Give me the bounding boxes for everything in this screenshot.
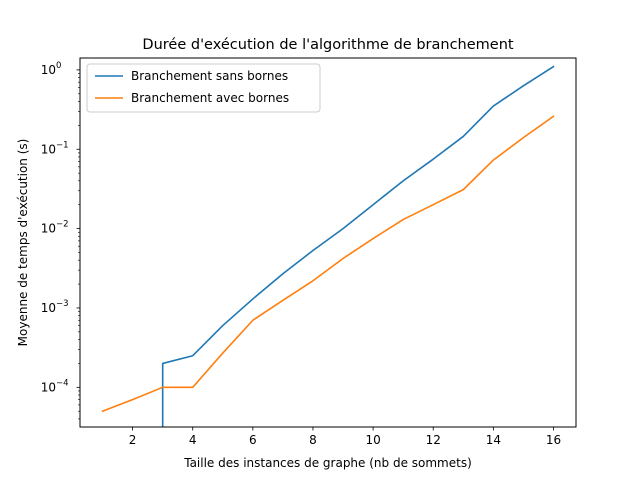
x-tick-label: 12 — [426, 433, 441, 447]
y-tick-exponent: −2 — [56, 220, 69, 230]
x-tick-label: 10 — [365, 433, 380, 447]
x-tick-label: 2 — [129, 433, 137, 447]
y-tick-label: 10 — [41, 222, 56, 236]
y-tick-label: 10 — [41, 380, 56, 394]
plot-frame — [79, 57, 577, 428]
x-tick-label: 6 — [249, 433, 257, 447]
y-tick-label: 10 — [41, 142, 56, 156]
y-tick-exponent: −3 — [56, 299, 69, 309]
legend-box — [86, 63, 321, 113]
chart-title: Durée d'exécution de l'algorithme de bra… — [142, 37, 513, 53]
x-tick-label: 16 — [546, 433, 561, 447]
y-tick-label: 10 — [41, 301, 56, 315]
x-tick-label: 4 — [189, 433, 197, 447]
y-tick-label: 10 — [41, 63, 56, 77]
y-axis-label: Moyenne de temps d'exécution (s) — [16, 139, 30, 347]
y-tick-exponent: 0 — [56, 61, 61, 71]
legend-label-sans-bornes: Branchement sans bornes — [131, 69, 288, 83]
series-line-0 — [161, 65, 555, 427]
series-line-1 — [101, 115, 555, 413]
x-tick-label: 14 — [486, 433, 501, 447]
legend: Branchement sans bornes Branchement avec… — [86, 63, 321, 113]
x-axis: 2 4 6 8 10 12 14 16 — [129, 427, 561, 447]
x-axis-label: Taille des instances de graphe (nb de so… — [183, 456, 472, 470]
legend-label-avec-bornes: Branchement avec bornes — [131, 91, 289, 105]
y-tick-exponent: −4 — [56, 378, 69, 388]
series-layer — [101, 65, 555, 427]
y-tick-exponent: −1 — [56, 140, 69, 150]
x-tick-label: 8 — [309, 433, 317, 447]
